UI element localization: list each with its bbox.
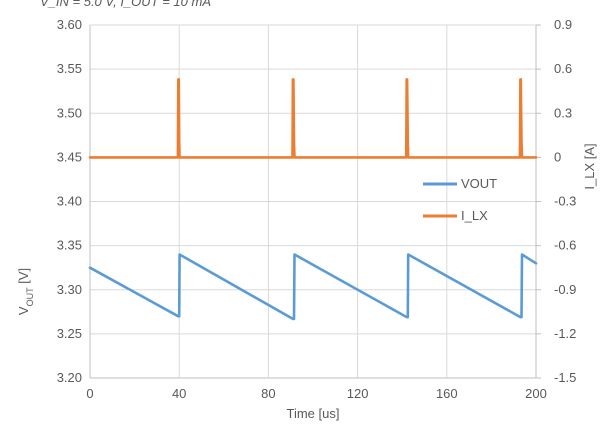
x-tick-label: 0 xyxy=(86,386,93,401)
y-tick-label: 3.50 xyxy=(57,105,82,120)
y-tick-label: 3.35 xyxy=(57,238,82,253)
series-line-i-lx xyxy=(90,79,536,157)
y2-tick-label: -0.6 xyxy=(554,238,576,253)
y2-axis-title: I_LX [A] xyxy=(582,143,597,189)
x-tick-label: 40 xyxy=(172,386,186,401)
header-text: V_IN = 5.0 V, I_OUT = 10 mA xyxy=(40,0,211,9)
x-tick-label: 80 xyxy=(261,386,275,401)
x-tick-label: 200 xyxy=(525,386,547,401)
y-tick-label: 3.60 xyxy=(57,17,82,32)
y-tick-label: 3.45 xyxy=(57,149,82,164)
x-axis-title: Time [us] xyxy=(287,406,340,421)
tick-labels: 0 40 80 120 160 200 3.20 3.25 3.30 3.35 3.40 3.45 3.… xyxy=(57,17,577,401)
y-tick-label: 3.55 xyxy=(57,61,82,76)
y-tick-label: 3.30 xyxy=(57,282,82,297)
legend-label: VOUT xyxy=(461,176,497,191)
y-axis-title-main: V xyxy=(16,306,31,315)
y-axis-title-sub: OUT xyxy=(25,287,35,307)
y2-tick-label: 0.9 xyxy=(554,17,572,32)
y-axis-title: VOUT [V] xyxy=(16,268,35,315)
y2-tick-label: -0.9 xyxy=(554,282,576,297)
x-tick-label: 160 xyxy=(436,386,458,401)
legend: VOUT I_LX xyxy=(423,176,497,223)
y2-tick-label: -0.3 xyxy=(554,194,576,209)
legend-label: I_LX xyxy=(461,208,488,223)
series-line-vout xyxy=(90,255,536,319)
y2-tick-label: 0.3 xyxy=(554,105,572,120)
grid-lines xyxy=(90,25,536,378)
y-tick-label: 3.25 xyxy=(57,326,82,341)
y2-tick-label: 0 xyxy=(554,149,561,164)
y2-tick-label: -1.5 xyxy=(554,370,576,385)
y2-tick-label: -1.2 xyxy=(554,326,576,341)
y2-tick-label: 0.6 xyxy=(554,61,572,76)
series-layer xyxy=(90,79,536,319)
y-axis-title-unit: [V] xyxy=(16,268,31,288)
y-tick-label: 3.40 xyxy=(57,194,82,209)
y-tick-label: 3.20 xyxy=(57,370,82,385)
x-tick-label: 120 xyxy=(347,386,369,401)
